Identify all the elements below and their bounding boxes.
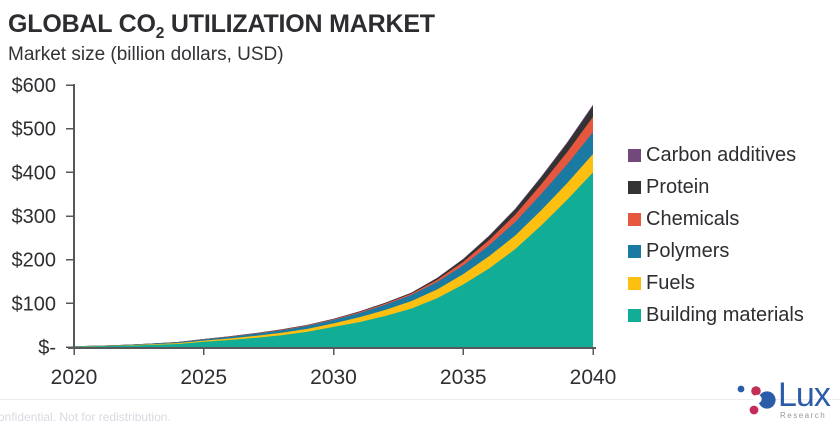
legend-swatch (628, 212, 641, 226)
lux-logo-mark (737, 385, 776, 415)
legend-swatch (628, 180, 641, 194)
legend-item-carbon-additives: Carbon additives (628, 139, 804, 171)
legend-item-fuels: Fuels (628, 267, 804, 299)
legend-swatch (628, 276, 641, 290)
chart-title-subscript: 2 (155, 25, 165, 42)
legend-item-protein: Protein (628, 171, 804, 203)
legend-swatch (628, 308, 641, 322)
chart-subtitle: Market size (billion dollars, USD) (8, 44, 284, 65)
y-tick-label: $400 (12, 162, 57, 184)
y-tick-label: $500 (12, 119, 57, 141)
legend-label: Polymers (646, 240, 730, 262)
legend-item-building-materials: Building materials (628, 299, 804, 331)
chart-title-text: GLOBAL CO (8, 10, 156, 38)
x-tick-label: 2035 (440, 366, 487, 389)
footer-divider (0, 399, 840, 400)
x-tick-label: 2020 (51, 366, 98, 389)
legend-item-polymers: Polymers (628, 235, 804, 267)
y-tick-label: $200 (12, 250, 57, 272)
chart-title: GLOBAL CO2 UTILIZATION MARKET (8, 10, 435, 42)
legend-item-chemicals: Chemicals (628, 203, 804, 235)
legend-swatch (628, 148, 641, 162)
legend-swatch (628, 244, 641, 258)
chart-title-suffix: UTILIZATION MARKET (164, 10, 435, 38)
confidential-note: onfidential. Not for redistribution. (0, 410, 171, 424)
legend-label: Fuels (646, 272, 695, 294)
y-tick-label: $- (38, 337, 56, 359)
area-building-materials (74, 172, 593, 347)
y-tick-label: $300 (12, 206, 57, 228)
chart-legend: Carbon additives Protein Chemicals Polymers… (628, 139, 804, 331)
y-tick-label: $600 (12, 75, 57, 97)
legend-label: Building materials (646, 304, 804, 326)
logo-subtext: Research (780, 411, 827, 421)
logo-text: Lux (778, 376, 831, 414)
x-tick-label: 2030 (310, 366, 357, 389)
y-tick-label: $100 (12, 293, 57, 315)
legend-label: Carbon additives (646, 144, 797, 166)
lux-research-logo: Lux Research (731, 376, 831, 423)
x-tick-label: 2040 (570, 366, 617, 389)
legend-label: Chemicals (646, 208, 740, 230)
x-tick-label: 2025 (180, 366, 227, 389)
legend-label: Protein (646, 176, 710, 198)
